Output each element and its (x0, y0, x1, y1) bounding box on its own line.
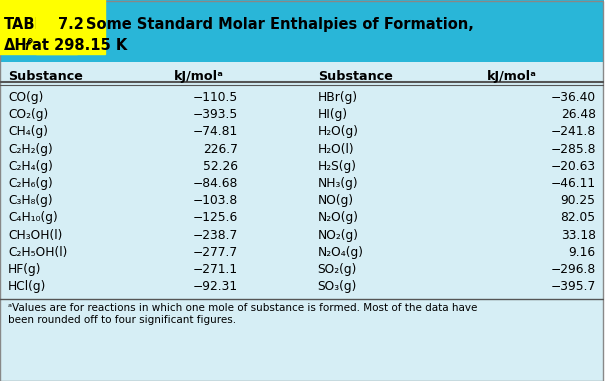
Text: −125.6: −125.6 (193, 211, 238, 224)
Text: 26.48: 26.48 (561, 108, 596, 121)
Text: 7.2: 7.2 (58, 17, 83, 32)
Text: TABLE: TABLE (4, 17, 55, 32)
Text: −92.31: −92.31 (193, 280, 238, 293)
Text: SO₃(g): SO₃(g) (318, 280, 357, 293)
Text: −277.7: −277.7 (193, 246, 238, 259)
Text: NO(g): NO(g) (318, 194, 354, 207)
Text: 82.05: 82.05 (561, 211, 596, 224)
Text: NO₂(g): NO₂(g) (318, 229, 359, 242)
Text: HBr(g): HBr(g) (318, 91, 358, 104)
Text: −395.7: −395.7 (550, 280, 596, 293)
FancyBboxPatch shape (0, 0, 604, 62)
Text: −103.8: −103.8 (193, 194, 238, 207)
Text: H₂O(l): H₂O(l) (318, 142, 354, 155)
Text: −20.63: −20.63 (551, 160, 596, 173)
Text: −241.8: −241.8 (550, 125, 596, 138)
Text: 9.16: 9.16 (568, 246, 596, 259)
Text: SO₂(g): SO₂(g) (318, 263, 357, 276)
Text: H₂S(g): H₂S(g) (318, 160, 357, 173)
Text: −285.8: −285.8 (550, 142, 596, 155)
Text: HCl(g): HCl(g) (8, 280, 46, 293)
Text: C₂H₆(g): C₂H₆(g) (8, 177, 53, 190)
Text: 52.26: 52.26 (203, 160, 238, 173)
Text: CH₃OH(l): CH₃OH(l) (8, 229, 62, 242)
Text: C₃H₈(g): C₃H₈(g) (8, 194, 52, 207)
Text: kJ/molᵃ: kJ/molᵃ (486, 70, 536, 83)
Text: been rounded off to four significant figures.: been rounded off to four significant fig… (8, 315, 236, 325)
Text: −46.11: −46.11 (551, 177, 596, 190)
Text: Some Standard Molar Enthalpies of Formation,: Some Standard Molar Enthalpies of Format… (86, 17, 474, 32)
Text: CH₄(g): CH₄(g) (8, 125, 48, 138)
Text: Substance: Substance (318, 70, 393, 83)
Text: −74.81: −74.81 (193, 125, 238, 138)
Text: f: f (25, 40, 30, 53)
Text: CO₂(g): CO₂(g) (8, 108, 48, 121)
Text: at 298.15 K: at 298.15 K (32, 38, 127, 53)
Text: −110.5: −110.5 (193, 91, 238, 104)
Text: C₂H₂(g): C₂H₂(g) (8, 142, 53, 155)
Text: kJ/molᵃ: kJ/molᵃ (174, 70, 224, 83)
Text: N₂O(g): N₂O(g) (318, 211, 359, 224)
Text: −238.7: −238.7 (193, 229, 238, 242)
Text: −84.68: −84.68 (193, 177, 238, 190)
Text: C₂H₄(g): C₂H₄(g) (8, 160, 53, 173)
Text: HF(g): HF(g) (8, 263, 41, 276)
Text: −296.8: −296.8 (550, 263, 596, 276)
Text: ΔH°: ΔH° (4, 38, 35, 53)
Text: 226.7: 226.7 (204, 142, 238, 155)
Text: −393.5: −393.5 (193, 108, 238, 121)
Text: 33.18: 33.18 (561, 229, 596, 242)
Text: C₂H₅OH(l): C₂H₅OH(l) (8, 246, 67, 259)
Text: N₂O₄(g): N₂O₄(g) (318, 246, 364, 259)
Text: ᵃValues are for reactions in which one mole of substance is formed. Most of the : ᵃValues are for reactions in which one m… (8, 303, 477, 314)
Text: C₄H₁₀(g): C₄H₁₀(g) (8, 211, 58, 224)
Text: HI(g): HI(g) (318, 108, 348, 121)
Text: 90.25: 90.25 (561, 194, 596, 207)
Text: H₂O(g): H₂O(g) (318, 125, 359, 138)
Text: CO(g): CO(g) (8, 91, 43, 104)
Text: Substance: Substance (8, 70, 83, 83)
Text: NH₃(g): NH₃(g) (318, 177, 358, 190)
Text: −271.1: −271.1 (193, 263, 238, 276)
Text: −36.40: −36.40 (551, 91, 596, 104)
FancyBboxPatch shape (0, 62, 604, 381)
